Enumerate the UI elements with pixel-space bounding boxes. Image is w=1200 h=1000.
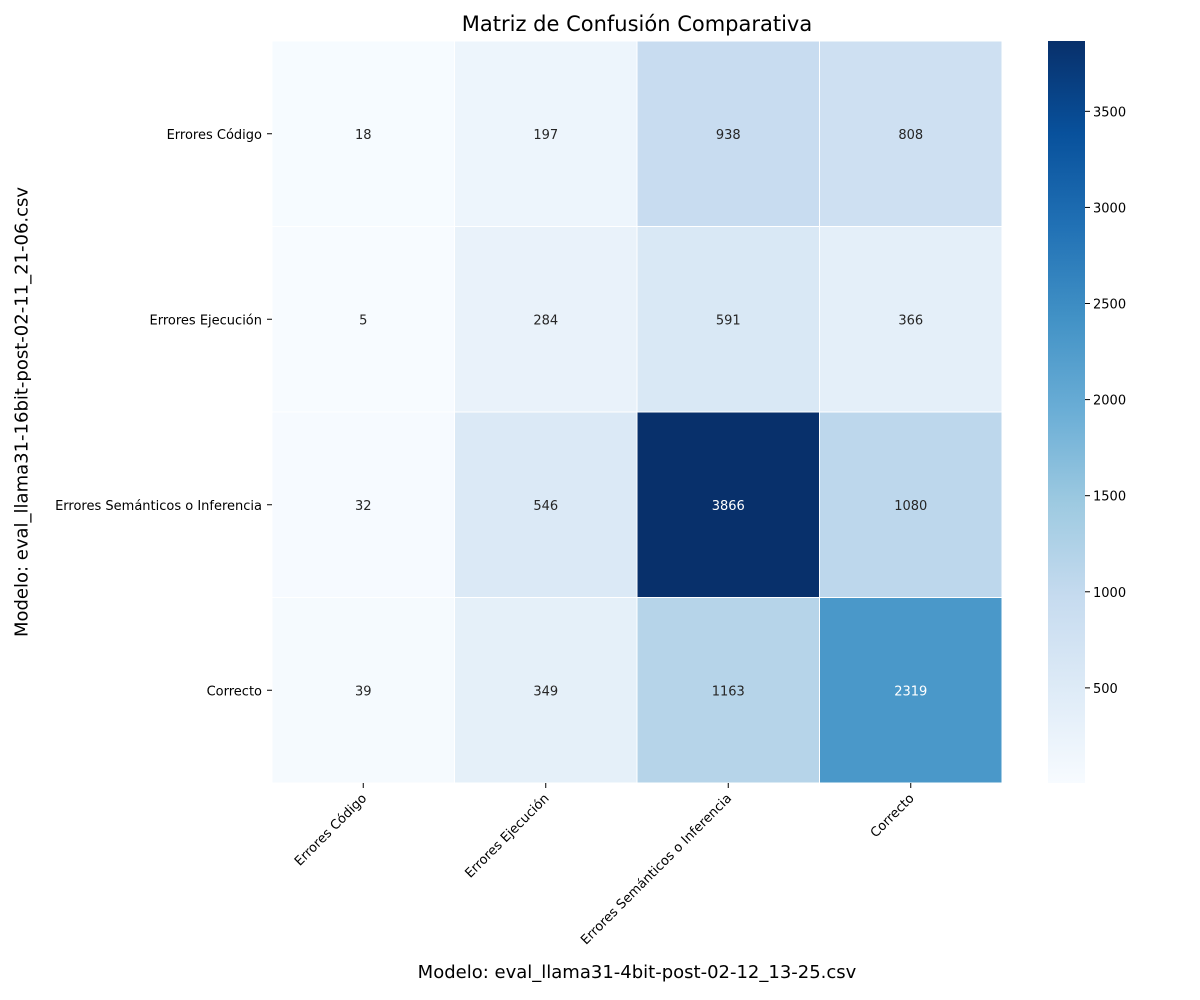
cell-value: 2319 [894,684,927,699]
colorbar [1048,41,1085,783]
cell-value: 591 [716,313,741,328]
x-tick-label: Errores Ejecución [462,791,552,881]
heatmap-cell [454,411,638,598]
heatmap-cell [454,226,638,413]
cell-value: 808 [898,128,923,143]
colorbar-tick-label: 1000 [1093,586,1126,601]
cell-value: 197 [533,128,558,143]
y-tick-label: Errores Semánticos o Inferencia [55,499,262,514]
cell-value: 284 [533,313,558,328]
cell-value: 3866 [712,499,745,514]
colorbar-tick-label: 2000 [1093,394,1126,409]
heatmap-cell [271,597,455,784]
heatmap-cell [636,226,820,413]
cell-value: 32 [355,499,372,514]
heatmap-cell [819,226,1003,413]
chart-title: Matriz de Confusión Comparativa [461,12,813,36]
heatmap-cell [819,40,1003,227]
y-axis-ticks: Errores Código Errores Ejecución Errores S… [55,128,272,699]
x-axis-label: Modelo: eval_llama31-4bit-post-02-12_13-… [417,962,857,983]
heatmap-cell [636,597,820,784]
cell-value: 546 [533,499,558,514]
colorbar-tick-label: 3000 [1093,201,1126,216]
cell-value: 5 [359,313,367,328]
cell-value: 1163 [712,684,745,699]
cell-value: 18 [355,128,372,143]
x-tick-label: Errores Semánticos o Inferencia [578,791,735,948]
heatmap-cell [819,597,1003,784]
heatmap-cell [271,40,455,227]
y-tick-label: Errores Ejecución [150,313,262,328]
colorbar-tick-label: 500 [1093,682,1118,697]
cell-value: 366 [898,313,923,328]
colorbar-tick-label: 3500 [1093,105,1126,120]
cell-annotations: 18 197 938 808 5 284 591 366 32 546 3866 1080 39 349 1… [355,128,927,700]
heatmap-cell [454,40,638,227]
cell-value: 39 [355,684,372,699]
heatmap-cells [271,40,1003,784]
colorbar-tick-label: 1500 [1093,490,1126,505]
heatmap-cell [636,40,820,227]
x-tick-label: Errores Código [292,791,370,869]
y-axis-label: Modelo: eval_llama31-16bit-post-02-11_21… [11,186,33,638]
cell-value: 1080 [894,499,927,514]
x-tick-label: Correcto [868,791,918,841]
heatmap-cell [271,411,455,598]
y-tick-label: Errores Código [167,128,262,143]
x-axis-ticks: Errores Código Errores Ejecución Errores S… [292,783,918,948]
heatmap-cell [454,597,638,784]
colorbar-ticks: 500 1000 1500 2000 2500 3000 3500 [1085,105,1126,697]
y-tick-label: Correcto [207,684,262,699]
cell-value: 349 [533,684,558,699]
heatmap-cell [819,411,1003,598]
cell-value: 938 [716,128,741,143]
colorbar-tick-label: 2500 [1093,298,1126,313]
